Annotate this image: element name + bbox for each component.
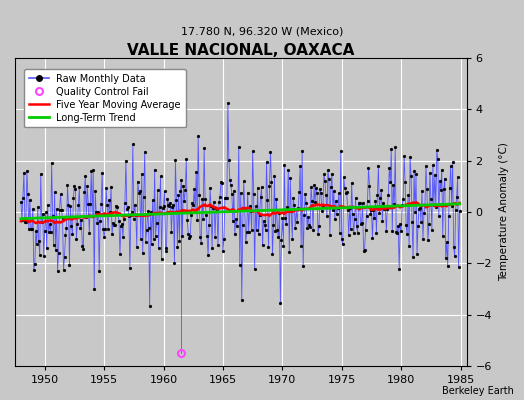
Legend: Raw Monthly Data, Quality Control Fail, Five Year Moving Average, Long-Term Tren: Raw Monthly Data, Quality Control Fail, … — [25, 69, 186, 128]
Text: Berkeley Earth: Berkeley Earth — [442, 386, 514, 396]
Title: VALLE NACIONAL, OAXACA: VALLE NACIONAL, OAXACA — [127, 43, 354, 58]
Text: 17.780 N, 96.320 W (Mexico): 17.780 N, 96.320 W (Mexico) — [181, 26, 343, 36]
Y-axis label: Temperature Anomaly (°C): Temperature Anomaly (°C) — [499, 142, 509, 282]
